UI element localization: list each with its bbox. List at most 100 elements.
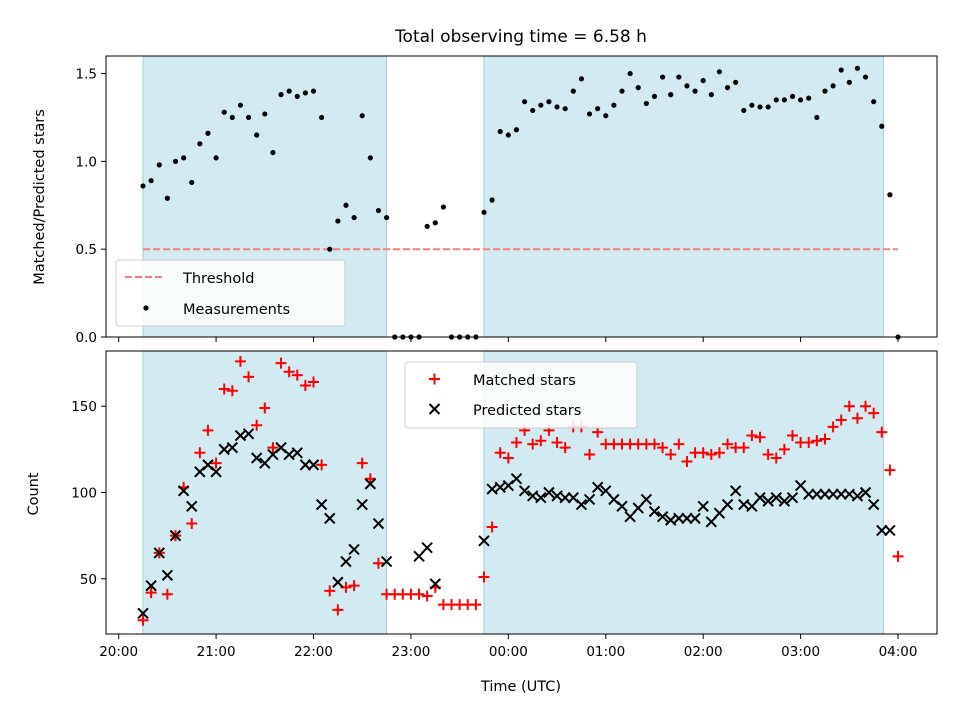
bottom-legend-box [404,361,638,429]
matched-star-point [502,452,514,464]
measurement-point [383,214,390,221]
measurement-point [229,114,235,121]
predicted-star-point [226,441,239,454]
top-legend-box [115,259,346,327]
matched-star-point [868,407,880,419]
measurement-point [546,99,552,105]
measurement-point [140,183,146,189]
matched-star-point [884,464,896,476]
matched-star-point [713,447,725,459]
measurement-point [310,88,317,94]
measurement-point [749,102,755,108]
matched-star-point [665,449,677,461]
measurement-point [773,97,779,103]
measurement-point [156,162,162,168]
top-y-tick-label: 1.5 [76,67,97,83]
predicted-star-point [210,466,222,478]
measurement-point [497,128,503,135]
predicted-star-point [364,478,377,490]
measurement-point [611,102,617,108]
matched-star-point [186,518,198,530]
measurement-point [741,107,747,114]
matched-star-point [746,430,758,442]
matched-star-point [648,438,660,450]
predicted-star-point [778,495,791,507]
predicted-star-point [600,485,612,497]
predicted-star-point [575,498,588,511]
predicted-star-point [186,500,198,513]
matched-star-point [697,447,709,459]
measurement-point [595,106,601,112]
predicted-star-point [348,543,360,556]
matched-star-point [308,376,320,388]
matched-star-point [673,438,685,450]
bottom-legend: Matched stars Predicted stars [404,361,638,429]
matched-star-point [226,385,238,397]
predicted-star-point [161,569,174,582]
matched-star-point [827,421,839,433]
matched-star-point [243,371,255,383]
measurement-point [213,155,219,161]
measurement-point [700,77,706,84]
matched-star-point [202,424,214,436]
top-y-axis-label: Matched/Predicted stars [32,109,48,285]
legend-matched-label: Matched stars [473,373,576,389]
matched-star-point [786,430,798,442]
measurement-point [586,111,593,117]
predicted-star-point [721,498,734,511]
measurement-point [351,214,357,221]
predicted-star-point [673,512,685,525]
matched-star-point [657,442,669,454]
measurement-point [862,74,869,80]
matched-star-point [754,431,766,443]
measurement-point [205,130,211,136]
measurement-point [676,74,682,80]
measurement-point [262,111,268,117]
matched-star-point [527,438,539,450]
matched-star-point [738,442,750,454]
predicted-star-point [656,510,669,523]
measurement-point [668,92,674,98]
predicted-star-point [583,493,596,506]
x-tick-label: 04:00 [879,644,918,660]
predicted-star-point [803,488,815,500]
matched-star-point [819,433,831,445]
matched-star-point [194,447,206,459]
top-y-tick-label: 0.0 [76,330,97,346]
matched-star-point [356,457,368,469]
matched-star-point [510,436,522,448]
matched-star-point [494,447,506,459]
predicted-star-point [867,498,880,511]
measurement-point [651,93,658,99]
measurement-point [830,83,836,89]
matched-star-point [876,426,888,438]
matched-star-point [421,590,433,602]
matched-star-point [137,614,149,626]
matched-star-point [251,419,263,431]
measurement-point [505,132,511,138]
x-tick-label: 01:00 [586,644,625,660]
measurement-point [814,114,820,121]
measurement-point [838,67,844,73]
matched-star-point [332,604,344,616]
legend-measurements-label: Measurements [183,302,290,318]
matched-star-point [851,412,863,424]
measurement-point [319,114,325,121]
measurement-point [245,114,252,121]
measurement-point [659,74,666,80]
matched-star-point [551,436,563,448]
measurement-point [530,107,536,114]
measurement-point [627,70,633,77]
measurement-point [789,93,796,99]
predicted-star-point [478,535,490,547]
predicted-star-point [421,542,433,554]
measurement-point [554,104,560,110]
matched-star-point [291,369,303,381]
predicted-star-point [324,512,336,525]
measurement-point [887,192,893,198]
matched-star-point [218,383,230,395]
matched-star-point [470,599,482,611]
matched-star-point [535,435,547,447]
matched-star-point [892,550,904,562]
measurement-point [481,209,487,215]
